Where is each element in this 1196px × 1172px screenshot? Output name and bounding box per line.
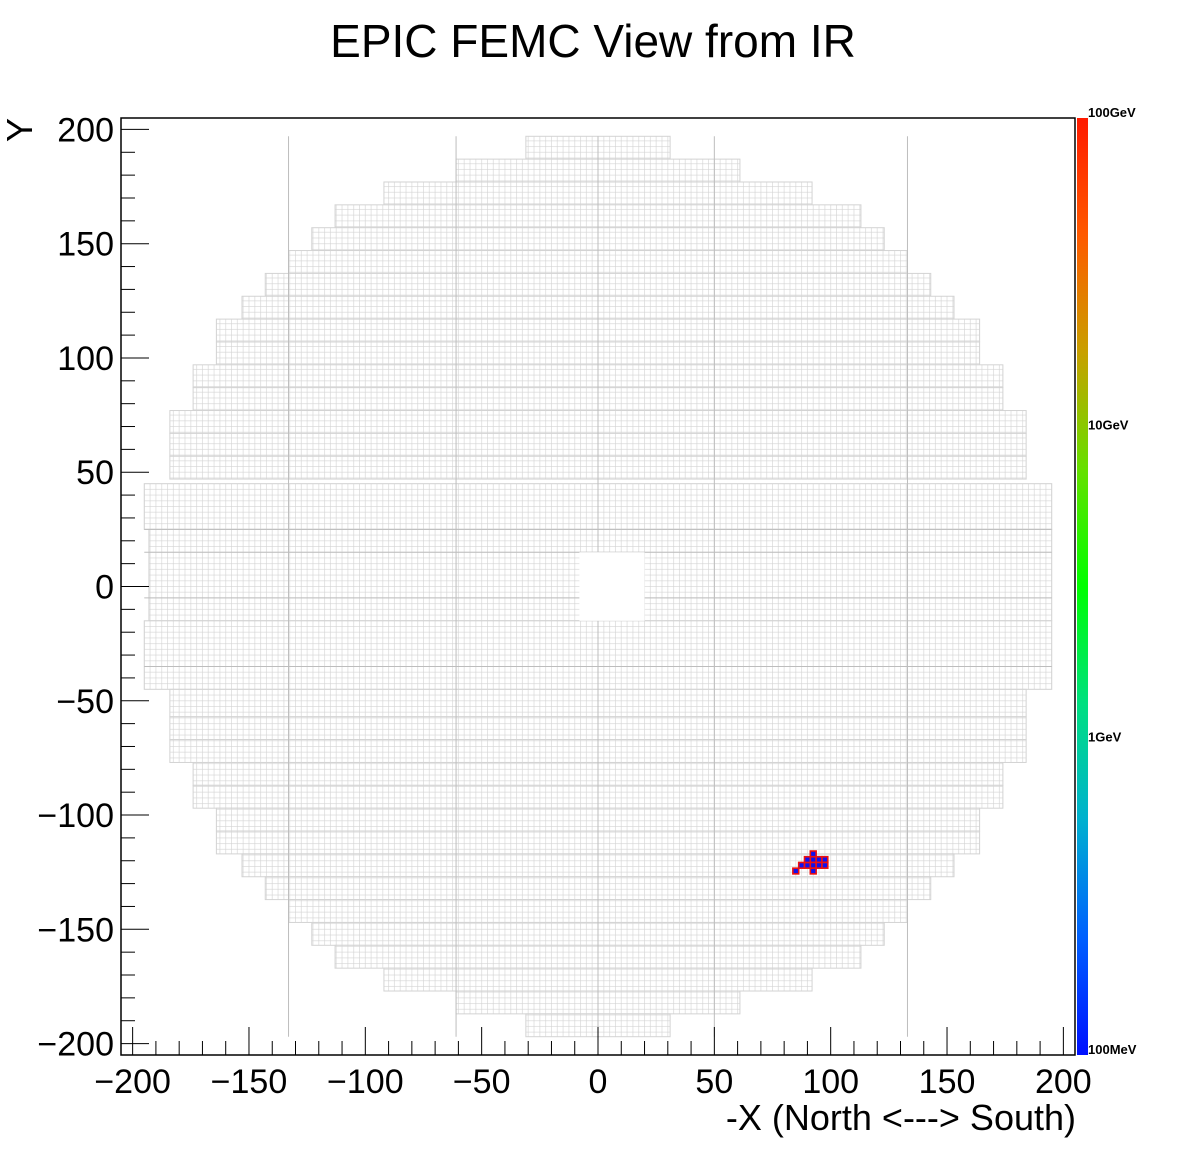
y-tick-label: 200 xyxy=(57,111,114,149)
x-tick-label: −150 xyxy=(211,1063,288,1101)
x-tick-label: −200 xyxy=(94,1063,171,1101)
hit-cell-2 xyxy=(803,861,812,869)
y-tick-label: −50 xyxy=(56,683,114,721)
hit-cell-6 xyxy=(809,861,817,869)
detector-grid xyxy=(143,135,1053,1038)
y-tick-label: −100 xyxy=(37,797,114,835)
hit-cell-9 xyxy=(815,861,823,869)
hit-cell-7 xyxy=(809,867,817,875)
y-tick-label: 100 xyxy=(57,340,114,378)
colorbar-label: 10GeV xyxy=(1088,417,1129,432)
y-tick-label: −200 xyxy=(37,1026,114,1064)
x-tick-label: 50 xyxy=(695,1063,733,1101)
x-tick-label: −100 xyxy=(327,1063,404,1101)
hit-cell-0 xyxy=(792,867,800,875)
x-tick-label: 0 xyxy=(589,1063,608,1101)
beam-hole xyxy=(579,552,645,621)
x-axis: −200 −150 −100 −50 0 50 100 150 200 xyxy=(94,1027,1092,1101)
x-tick-label: −50 xyxy=(453,1063,511,1101)
colorbar-labels: 100GeV 10GeV 1GeV 100MeV xyxy=(1088,105,1137,1057)
y-tick-label: 50 xyxy=(76,454,114,492)
colorbar-label: 100GeV xyxy=(1088,105,1136,120)
hit-cell-1 xyxy=(797,861,806,869)
chart-title: EPIC FEMC View from IR xyxy=(330,15,856,67)
y-tick-label: 0 xyxy=(95,569,114,607)
x-axis-label: -X (North <---> South) xyxy=(726,1097,1076,1138)
y-axis: 200 150 100 50 0 −50 −100 −150 −200 xyxy=(37,111,149,1064)
colorbar-label: 1GeV xyxy=(1088,730,1122,745)
colorbar-label: 100MeV xyxy=(1088,1042,1137,1057)
hit-cell-11 xyxy=(821,861,829,869)
x-tick-label: 150 xyxy=(919,1063,976,1101)
y-tick-label: −150 xyxy=(37,911,114,949)
hit-cell-10 xyxy=(821,855,829,864)
hit-cell-4 xyxy=(809,850,817,858)
hit-cells xyxy=(792,850,829,875)
x-tick-label: 200 xyxy=(1035,1063,1092,1101)
hit-cell-5 xyxy=(809,855,817,864)
x-tick-label: 100 xyxy=(802,1063,859,1101)
hit-cell-3 xyxy=(803,855,812,864)
y-axis-label: Y xyxy=(0,118,40,142)
hit-cell-8 xyxy=(815,855,823,864)
y-tick-label: 150 xyxy=(57,226,114,264)
colorbar xyxy=(1077,118,1088,1055)
